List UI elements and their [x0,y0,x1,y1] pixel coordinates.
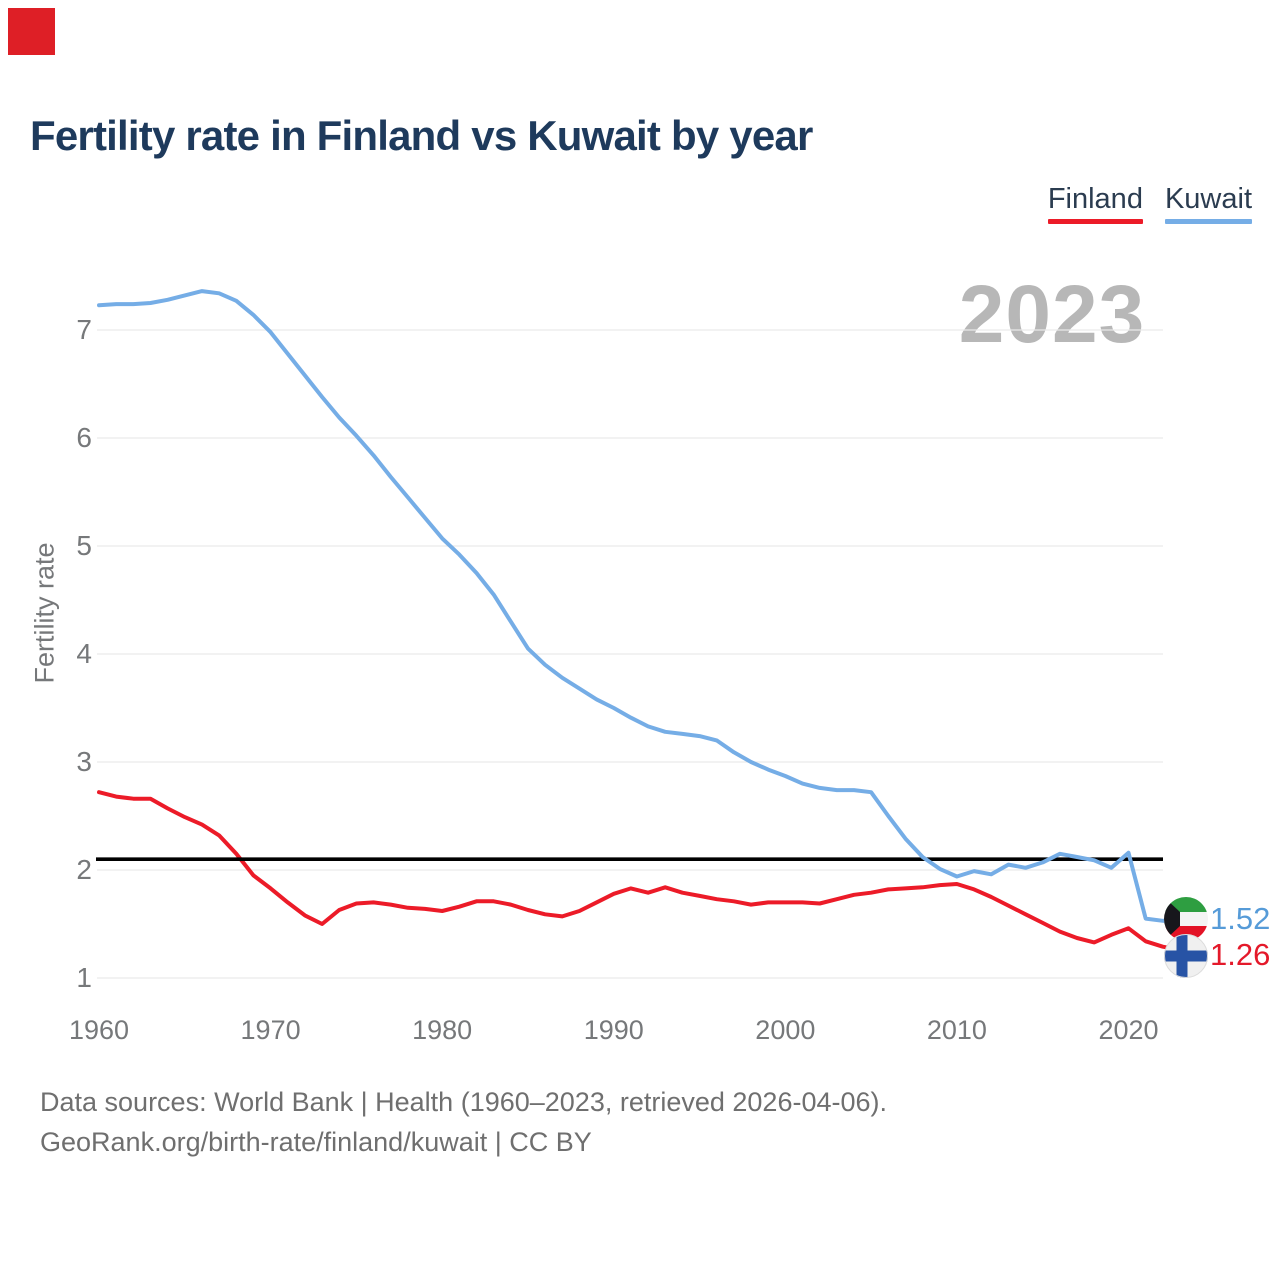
y-tick-label-2: 2 [76,854,92,885]
corner-marker [8,8,55,55]
x-tick-label-1970: 1970 [240,1015,301,1045]
x-tick-label-1990: 1990 [583,1015,644,1045]
y-axis-title: Fertility rate [29,542,60,684]
kuwait-end-value: 1.52 [1210,901,1271,936]
page-title: Fertility rate in Finland vs Kuwait by y… [30,112,813,159]
y-tick-label-1: 1 [76,962,92,993]
y-tick-label-6: 6 [76,422,92,453]
x-tick-label-1980: 1980 [412,1015,473,1045]
y-tick-label-4: 4 [76,638,92,669]
footer-source-line: Data sources: World Bank | Health (1960–… [40,1087,887,1117]
legend: Finland Kuwait [1047,183,1252,224]
series-line-kuwait [97,289,1182,924]
legend-label-finland: Finland [1047,183,1143,215]
series-line-finland [97,790,1182,952]
footer-link-line: GeoRank.org/birth-rate/finland/kuwait | … [40,1127,592,1157]
legend-item-finland[interactable]: Finland [1047,183,1143,224]
y-tick-label-5: 5 [76,530,92,561]
legend-label-kuwait: Kuwait [1164,183,1252,215]
finland-end-value: 1.26 [1210,937,1271,972]
legend-item-kuwait[interactable]: Kuwait [1164,183,1252,224]
finland-flag-icon [1164,934,1208,978]
legend-swatch-finland [1047,219,1143,224]
x-tick-label-1960: 1960 [68,1015,130,1045]
y-tick-label-3: 3 [76,746,92,777]
year-watermark: 2023 [958,269,1146,360]
x-tick-label-2010: 2010 [926,1015,987,1045]
x-tick-label-2000: 2000 [755,1015,816,1045]
y-tick-label-7: 7 [76,314,92,345]
legend-swatch-kuwait [1164,219,1252,224]
x-tick-label-2020: 2020 [1098,1015,1159,1045]
